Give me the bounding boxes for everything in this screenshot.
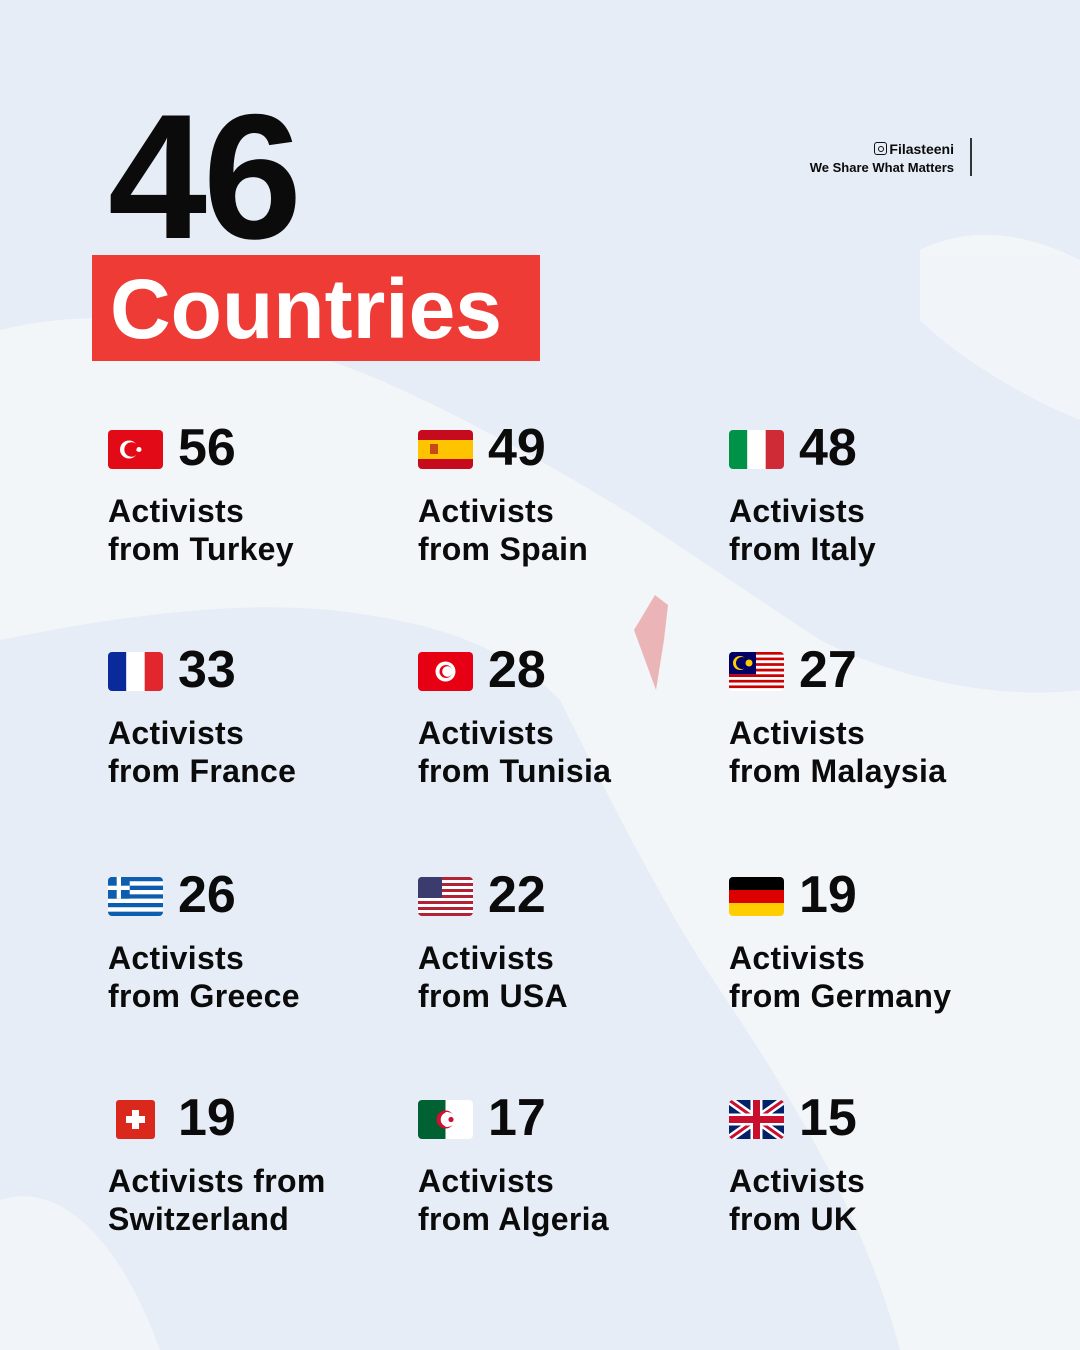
activist-label: Activists from Germany	[729, 939, 951, 1015]
brand-tagline: We Share What Matters	[809, 159, 954, 175]
tunisia-flag-icon	[418, 652, 473, 691]
uk-flag-icon	[729, 1100, 784, 1139]
label-line-1: Activists	[108, 493, 245, 529]
label-line-2: from Malaysia	[729, 753, 947, 789]
label-line-1: Activists	[108, 940, 245, 976]
turkey-flag-icon	[108, 430, 163, 469]
activist-label: Activists from Italy	[729, 492, 876, 568]
activist-label: Activists from USA	[418, 939, 568, 1015]
label-line-2: from Turkey	[108, 531, 294, 567]
switzerland-flag-icon	[108, 1100, 163, 1139]
activist-label: Activists from Tunisia	[418, 714, 611, 790]
italy-flag-icon	[729, 430, 784, 469]
france-flag-icon	[108, 652, 163, 691]
germany-flag-icon	[729, 877, 784, 916]
activist-count: 15	[799, 1089, 857, 1147]
instagram-icon	[874, 142, 888, 155]
label-line-2: from Algeria	[418, 1201, 609, 1237]
divider	[970, 138, 972, 176]
label-line-1: Activists	[418, 715, 555, 751]
activist-label: Activists from Spain	[418, 492, 588, 568]
label-line-1: Activists	[729, 940, 866, 976]
headline-number: 46	[108, 77, 302, 276]
activist-label: Activists from Greece	[108, 939, 300, 1015]
label-line-2: from Greece	[108, 978, 300, 1014]
malaysia-flag-icon	[729, 652, 784, 691]
activist-count: 27	[799, 641, 857, 699]
activist-count: 33	[178, 641, 236, 699]
label-line-2: from UK	[729, 1201, 858, 1237]
activist-count: 26	[178, 866, 236, 924]
label-line-2: from USA	[418, 978, 568, 1014]
label-line-2: from Italy	[729, 531, 877, 567]
activist-count: 19	[178, 1089, 236, 1147]
activist-label: Activists from France	[108, 714, 296, 790]
activist-label: Activists from UK	[729, 1162, 865, 1238]
label-line-2: from Tunisia	[418, 753, 612, 789]
activist-count: 56	[178, 419, 236, 477]
label-line-1: Activists	[418, 1163, 555, 1199]
activist-count: 19	[799, 866, 857, 924]
spain-flag-icon	[418, 430, 473, 469]
label-line-2: from France	[108, 753, 297, 789]
brand-block: Filasteeni We Share What Matters	[810, 140, 954, 176]
label-line-1: Activists	[418, 493, 555, 529]
activist-label: Activists from Turkey	[108, 492, 294, 568]
label-line-1: Activists	[729, 1163, 866, 1199]
label-line-2: from Germany	[729, 978, 952, 1014]
algeria-flag-icon	[418, 1100, 473, 1139]
headline-label: Countries	[110, 262, 503, 356]
label-line-1: Activists	[729, 715, 866, 751]
activist-label: Activists from Switzerland	[108, 1162, 326, 1238]
label-line-1: Activists from	[108, 1163, 326, 1199]
activist-count: 49	[488, 419, 546, 477]
activist-count: 48	[799, 419, 857, 477]
activist-count: 17	[488, 1089, 546, 1147]
label-line-1: Activists	[418, 940, 555, 976]
activist-count: 22	[488, 866, 546, 924]
label-line-2: Switzerland	[108, 1201, 290, 1237]
label-line-1: Activists	[108, 715, 245, 751]
usa-flag-icon	[418, 877, 473, 916]
palestine-map-shape	[634, 595, 668, 690]
label-line-2: from Spain	[418, 531, 589, 567]
activist-label: Activists from Malaysia	[729, 714, 946, 790]
activist-count: 28	[488, 641, 546, 699]
brand-handle: Filasteeni	[889, 141, 954, 157]
headline-label-box: Countries	[92, 255, 540, 361]
greece-flag-icon	[108, 877, 163, 916]
activist-label: Activists from Algeria	[418, 1162, 609, 1238]
label-line-1: Activists	[729, 493, 866, 529]
